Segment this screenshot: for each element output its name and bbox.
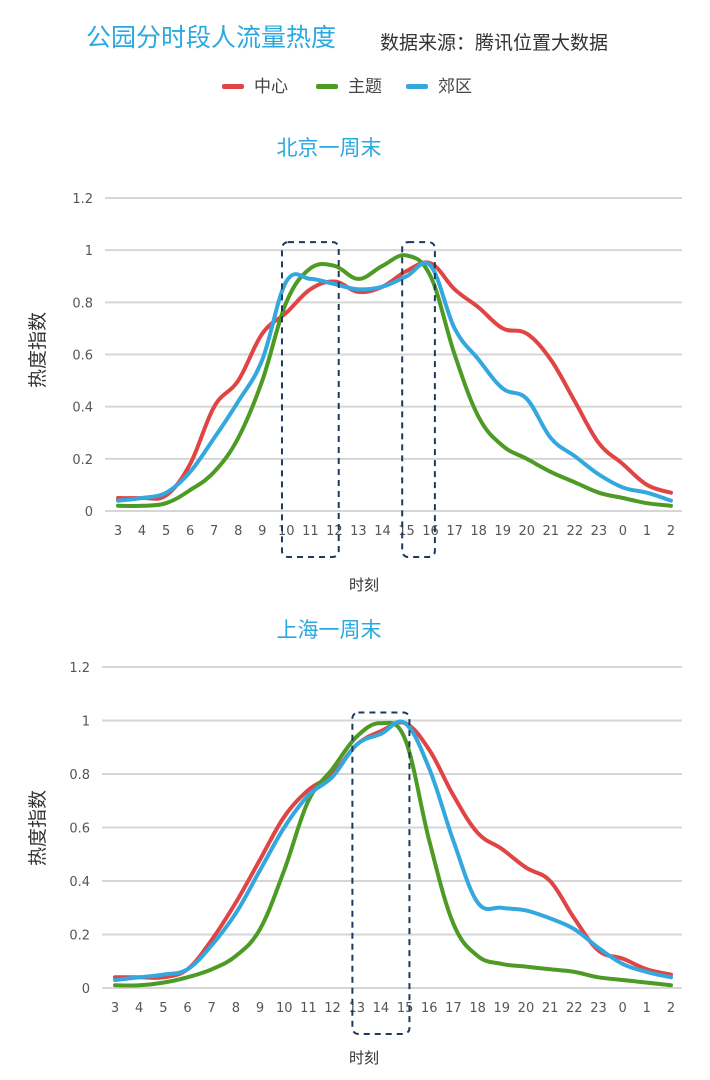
- x-tick-label: 21: [543, 524, 560, 539]
- x-tick-label: 12: [324, 1001, 341, 1016]
- legend: 中心 主题 郊区: [0, 70, 710, 98]
- x-tick-label: 1: [643, 1001, 651, 1016]
- x-axis-label: 时刻: [349, 1049, 379, 1067]
- x-tick-label: 6: [186, 524, 194, 539]
- x-tick-label: 18: [470, 524, 487, 539]
- y-tick-label: 0.6: [72, 349, 93, 364]
- x-tick-label: 18: [469, 1001, 486, 1016]
- x-tick-label: 12: [326, 524, 343, 539]
- x-tick-label: 22: [566, 1001, 583, 1016]
- x-tick-label: 15: [398, 524, 415, 539]
- x-tick-label: 20: [518, 1001, 535, 1016]
- y-tick-label: 1: [85, 244, 93, 259]
- series-line-3: [116, 260, 673, 503]
- x-tick-label: 10: [278, 524, 295, 539]
- y-tick-label: 0.8: [72, 296, 93, 311]
- x-tick-label: 11: [302, 524, 319, 539]
- x-tick-label: 5: [159, 1001, 167, 1016]
- x-tick-label: 3: [114, 524, 122, 539]
- y-tick-label: 0.4: [72, 401, 93, 416]
- chart-title: 上海一周末: [277, 618, 382, 642]
- series-line-2: [113, 720, 673, 988]
- x-tick-label: 7: [208, 1001, 216, 1016]
- x-tick-label: 11: [300, 1001, 317, 1016]
- y-tick-label: 1.2: [72, 192, 93, 207]
- x-tick-label: 15: [397, 1001, 414, 1016]
- x-tick-label: 1: [643, 524, 651, 539]
- legend-swatch-center: [222, 84, 244, 89]
- chart-main-title: 公园分时段人流量热度: [86, 23, 337, 52]
- x-tick-label: 20: [518, 524, 535, 539]
- highlight-box: [401, 241, 436, 559]
- x-tick-label: 14: [374, 524, 391, 539]
- chart-title: 北京一周末: [277, 136, 382, 160]
- y-tick-label: 0.4: [69, 875, 90, 890]
- x-tick-label: 6: [183, 1001, 191, 1016]
- x-tick-label: 5: [162, 524, 170, 539]
- x-tick-label: 17: [445, 1001, 462, 1016]
- legend-swatch-suburb: [406, 84, 428, 89]
- x-tick-label: 8: [232, 1001, 240, 1016]
- y-tick-label: 0.2: [72, 453, 93, 468]
- y-tick-label: 0: [82, 982, 90, 997]
- x-axis-label: 时刻: [349, 576, 379, 594]
- x-tick-label: 9: [256, 1001, 264, 1016]
- y-tick-label: 1: [82, 715, 90, 730]
- x-tick-label: 7: [210, 524, 218, 539]
- x-tick-label: 3: [111, 1001, 119, 1016]
- x-tick-label: 16: [422, 524, 439, 539]
- series-line-1: [116, 260, 673, 501]
- x-tick-label: 14: [373, 1001, 390, 1016]
- x-tick-label: 8: [234, 524, 242, 539]
- highlight-box: [351, 711, 411, 1035]
- x-tick-label: 13: [350, 524, 367, 539]
- x-tick-label: 19: [494, 1001, 511, 1016]
- x-tick-label: 13: [348, 1001, 365, 1016]
- x-tick-label: 22: [567, 524, 584, 539]
- legend-label-suburb: 郊区: [438, 77, 472, 97]
- x-tick-label: 9: [258, 524, 266, 539]
- y-tick-label: 0.6: [69, 822, 90, 837]
- legend-label-theme: 主题: [348, 77, 382, 97]
- x-tick-label: 23: [590, 1001, 607, 1016]
- y-axis-label: 热度指数: [27, 312, 49, 388]
- x-tick-label: 0: [619, 1001, 627, 1016]
- y-tick-label: 0.8: [69, 768, 90, 783]
- x-tick-label: 0: [619, 524, 627, 539]
- y-tick-label: 1.2: [69, 661, 90, 676]
- x-tick-label: 10: [276, 1001, 293, 1016]
- legend-swatch-theme: [316, 84, 338, 89]
- data-source-text: 数据来源：腾讯位置大数据: [380, 32, 609, 54]
- legend-label-center: 中心: [254, 77, 288, 97]
- highlight-box: [280, 241, 340, 559]
- x-tick-label: 16: [421, 1001, 438, 1016]
- x-tick-label: 17: [446, 524, 463, 539]
- series-line-3: [113, 719, 673, 982]
- x-tick-label: 4: [135, 1001, 143, 1016]
- y-axis-label: 热度指数: [27, 790, 49, 866]
- y-tick-label: 0: [85, 505, 93, 520]
- y-tick-label: 0.2: [69, 929, 90, 944]
- series-line-2: [116, 253, 673, 509]
- x-tick-label: 2: [667, 1001, 675, 1016]
- x-tick-label: 4: [138, 524, 146, 539]
- x-tick-label: 2: [667, 524, 675, 539]
- x-tick-label: 21: [542, 1001, 559, 1016]
- x-tick-label: 19: [494, 524, 511, 539]
- x-tick-label: 23: [591, 524, 608, 539]
